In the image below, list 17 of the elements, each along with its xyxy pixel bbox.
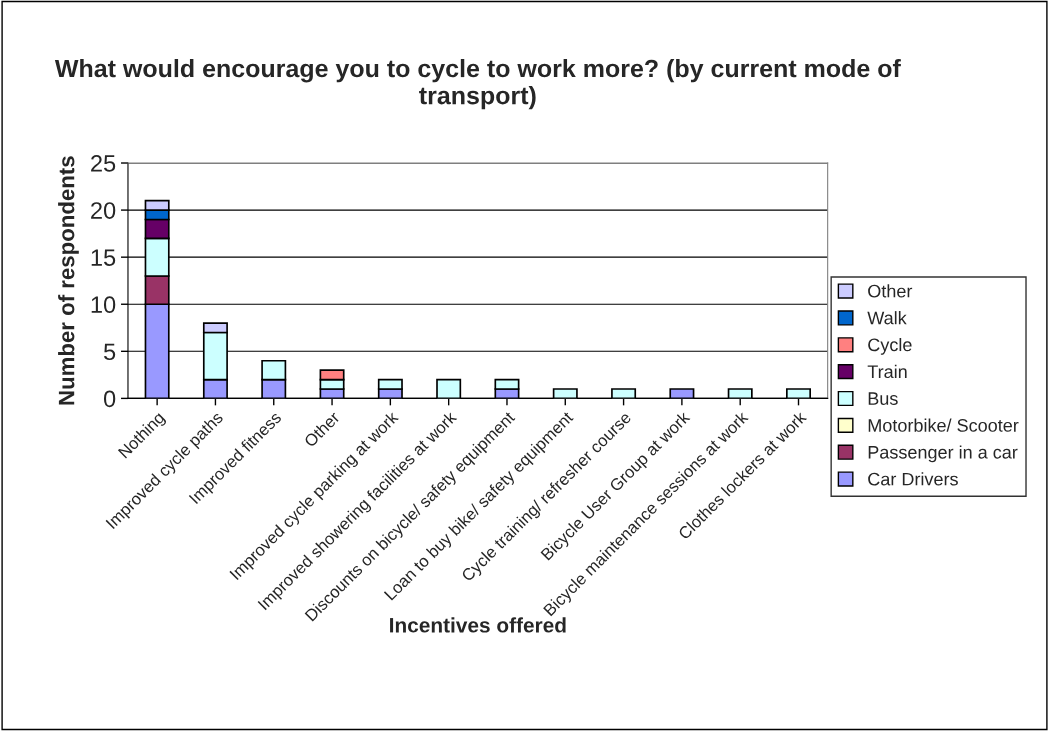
y-axis-title: Number of respondents: [58, 156, 79, 405]
x-axis-title: Incentives offered: [390, 617, 566, 633]
y-tick-label: 15: [91, 249, 116, 266]
legend-label: Train: [867, 364, 907, 379]
y-tick-label: 25: [91, 155, 116, 172]
y-tick-label: 5: [103, 343, 116, 361]
legend-label: Bus: [868, 392, 898, 405]
chart-title: What would encourage you to cycle to work more? (by current mode of transport): [54, 58, 901, 110]
legend-label: Walk: [867, 311, 907, 325]
legend-label: Motorbike/ Scooter: [868, 418, 1019, 432]
legend-label: Cycle: [868, 337, 912, 355]
y-tick-label: 0: [103, 390, 116, 408]
legend-label: Other: [868, 284, 913, 298]
legend-label: Passenger in a car: [868, 445, 1018, 463]
legend-label: Car Drivers: [868, 472, 958, 486]
y-tick-label: 20: [91, 202, 116, 219]
y-tick-label: 10: [91, 296, 116, 314]
